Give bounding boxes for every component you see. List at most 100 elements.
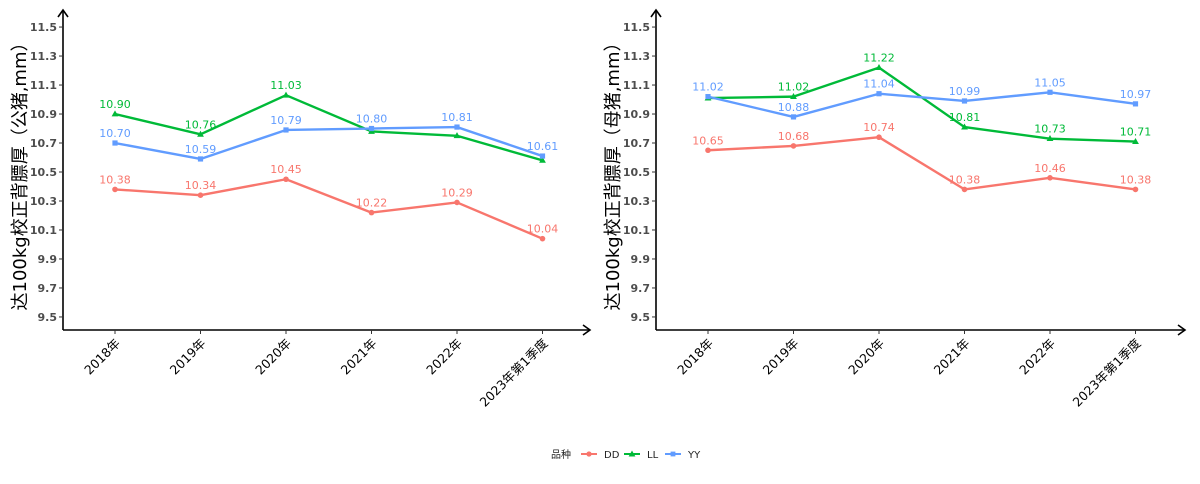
data-label: 10.74	[863, 121, 895, 134]
legend-item-ll: LL	[624, 450, 659, 461]
y-tick-label: 10.9	[30, 108, 57, 121]
data-label: 10.80	[356, 113, 388, 126]
data-label: 10.76	[185, 118, 217, 131]
data-label: 10.61	[527, 140, 559, 153]
data-label: 10.73	[1034, 123, 1066, 136]
data-label: 10.71	[1120, 126, 1152, 139]
y-tick-label: 11.1	[30, 79, 57, 92]
legend-key-marker	[628, 450, 636, 457]
data-point	[368, 125, 375, 132]
data-point	[790, 143, 797, 149]
data-point	[197, 130, 204, 137]
data-point	[705, 94, 711, 100]
legend-label: YY	[687, 450, 701, 461]
legend-item-dd: DD	[581, 450, 620, 461]
series-line-dd	[707, 136, 1136, 191]
x-axis-arrow	[582, 324, 592, 336]
y-tick-label: 9.5	[38, 311, 58, 324]
x-tick-label: 2020年	[252, 336, 294, 378]
legend-title: 品种	[551, 448, 571, 461]
data-point	[1132, 186, 1139, 193]
data-point	[197, 156, 204, 162]
data-label: 10.99	[949, 85, 981, 98]
data-label: 10.88	[778, 101, 810, 114]
y-tick-label: 10.5	[30, 166, 57, 179]
y-tick-label: 11.5	[30, 21, 57, 34]
data-label: 10.97	[1120, 88, 1152, 101]
data-point	[368, 209, 375, 216]
data-label: 10.81	[441, 111, 473, 124]
series-line-yy	[114, 125, 543, 161]
y-axis-arrow	[650, 8, 662, 18]
y-tick-label: 10.9	[623, 108, 650, 121]
data-point	[875, 64, 883, 71]
y-tick-label: 10.1	[623, 224, 650, 237]
data-point	[1046, 135, 1054, 142]
data-point	[112, 186, 118, 193]
x-tick-label: 2022年	[1016, 336, 1058, 378]
y-tick-label: 9.7	[631, 282, 651, 295]
data-label: 10.29	[441, 186, 473, 199]
x-tick-label: 2021年	[338, 336, 380, 378]
x-tick-label: 2018年	[81, 336, 123, 378]
data-point	[539, 235, 546, 242]
data-point	[705, 147, 711, 154]
x-tick-label: 2021年	[931, 336, 973, 378]
data-point	[790, 114, 797, 120]
legend-label: DD	[604, 450, 620, 461]
data-label: 10.81	[949, 111, 981, 124]
legend-label: LL	[647, 450, 659, 461]
data-label: 10.38	[949, 173, 981, 186]
legend-item-yy: YY	[665, 450, 701, 461]
series-line-ll	[707, 66, 1136, 143]
y-axis-arrow	[57, 8, 69, 18]
y-axis-title: 达100kg校正背膘厚（母猪,mm）	[603, 34, 624, 311]
data-label: 10.45	[270, 163, 302, 176]
data-label: 11.05	[1034, 76, 1066, 89]
data-point	[1132, 137, 1139, 144]
y-tick-label: 10.5	[623, 166, 650, 179]
y-tick-label: 10.3	[623, 195, 650, 208]
data-point	[112, 140, 118, 146]
data-label: 10.38	[1120, 173, 1152, 186]
data-label: 11.02	[778, 81, 810, 94]
y-tick-label: 11.3	[30, 50, 57, 63]
x-tick-label: 2019年	[760, 336, 802, 378]
data-point	[453, 132, 461, 139]
data-point	[790, 93, 797, 100]
data-label: 10.90	[99, 98, 131, 111]
y-tick-label: 10.7	[623, 137, 650, 150]
y-tick-label: 10.1	[30, 224, 57, 237]
data-label: 10.04	[527, 223, 559, 236]
y-tick-label: 11.1	[623, 79, 650, 92]
data-label: 10.38	[99, 173, 131, 186]
data-label: 10.34	[185, 179, 217, 192]
legend-key-marker	[586, 451, 592, 457]
x-tick-label: 2019年	[167, 336, 209, 378]
data-point	[876, 134, 882, 141]
y-tick-label: 9.9	[38, 253, 58, 266]
x-tick-label: 2022年	[423, 336, 465, 378]
y-tick-label: 11.3	[623, 50, 650, 63]
data-label: 10.22	[356, 197, 388, 210]
data-label: 10.70	[99, 127, 131, 140]
y-tick-label: 9.9	[631, 253, 651, 266]
data-point	[539, 156, 546, 163]
x-tick-label: 2020年	[845, 336, 887, 378]
data-label: 10.59	[185, 143, 217, 156]
legend-key-marker	[670, 451, 676, 457]
data-point	[454, 199, 460, 206]
legend: 品种 DD LL YY	[551, 448, 701, 461]
y-axis-title: 达100kg校正背膘厚（公猪,mm）	[10, 34, 31, 311]
data-point	[111, 110, 119, 117]
data-point	[961, 123, 968, 130]
series-line-dd	[114, 178, 543, 240]
data-point	[1132, 101, 1139, 107]
series-line-yy	[707, 91, 1136, 119]
data-label: 10.65	[692, 134, 724, 147]
chart-panel-boar: 9.5 9.7 9.9 10.1 10.3 10.5 10.7 10.9 11.1 11.3 11.…	[10, 8, 592, 410]
y-tick-label: 9.7	[38, 282, 58, 295]
data-point	[197, 192, 204, 198]
chart-panel-sow: 9.5 9.7 9.9 10.1 10.3 10.5 10.7 10.9 11.1 11.3 11.…	[603, 8, 1187, 410]
